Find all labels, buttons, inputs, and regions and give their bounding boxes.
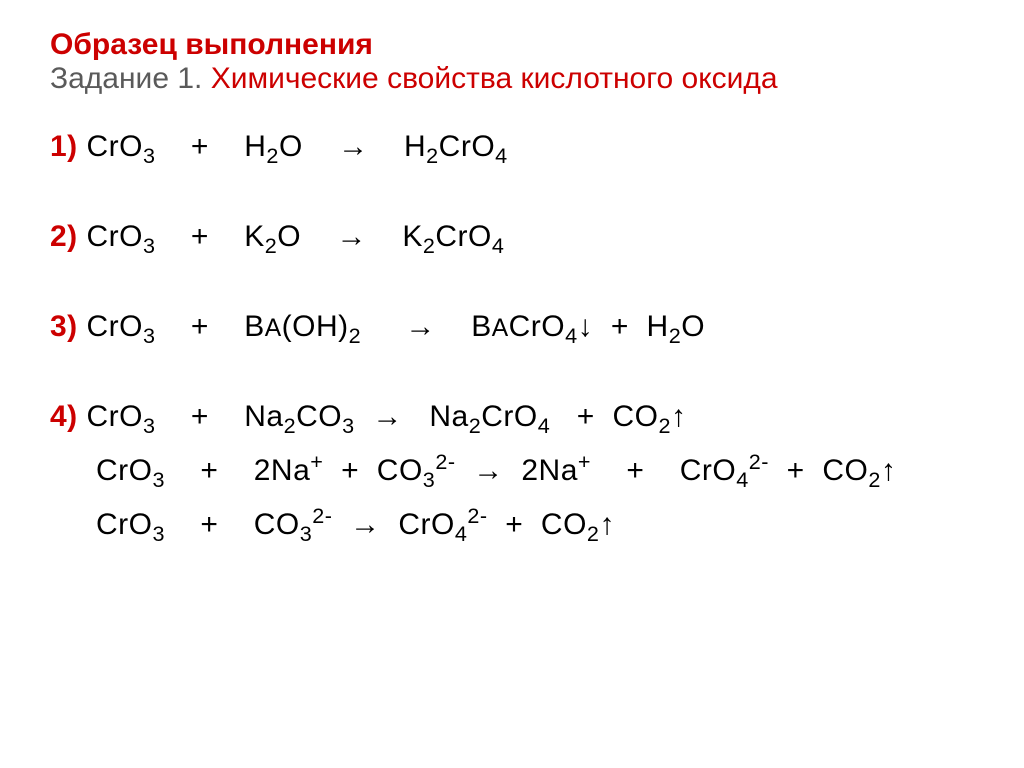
eq-num: 3) bbox=[50, 310, 87, 343]
slide: Образец выполнения Задание 1. Химические… bbox=[0, 0, 1024, 570]
ionic-full: CrO3 + 2Na+ + CO32- → 2Na+ + CrO42- + CO… bbox=[96, 454, 974, 488]
title-line2: Задание 1. Химические свойства кислотног… bbox=[50, 62, 974, 96]
eq-num: 1) bbox=[50, 130, 87, 163]
title-line1: Образец выполнения bbox=[50, 28, 974, 62]
equation-4: 4) CrO3 + Na2CO3 → Na2CrO4 + CO2↑ bbox=[50, 400, 974, 434]
ionic-net: CrO3 + CO32- → CrO42- + CO2↑ bbox=[96, 508, 974, 542]
equation-3: 3) CrO3 + BA(OH)2 → BACrO4↓ + H2O bbox=[50, 310, 974, 344]
title-prefix: Задание 1. bbox=[50, 62, 211, 95]
equation-1: 1) CrO3 + H2O → H2CrO4 bbox=[50, 130, 974, 164]
eq-num: 2) bbox=[50, 220, 87, 253]
title-block: Образец выполнения Задание 1. Химические… bbox=[50, 28, 974, 96]
eq-num: 4) bbox=[50, 400, 87, 433]
equation-2: 2) CrO3 + K2O → K2CrO4 bbox=[50, 220, 974, 254]
title-topic: Химические свойства кислотного оксида bbox=[211, 62, 778, 95]
